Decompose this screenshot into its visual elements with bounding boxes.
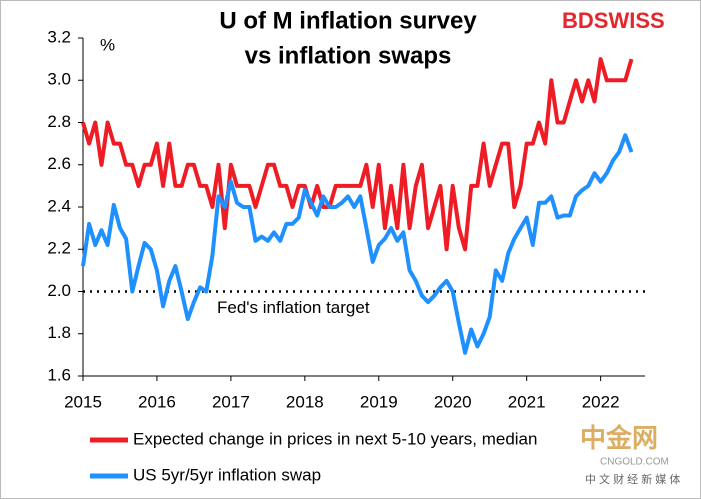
y-tick-label: 2.4: [47, 196, 71, 215]
y-tick-label: 1.6: [47, 365, 71, 384]
x-tick-label: 2016: [138, 392, 176, 411]
watermark: 中 文 财 经 新 媒 体: [585, 472, 680, 486]
y-tick-label: 2.6: [47, 154, 71, 173]
unit-label: %: [100, 35, 115, 54]
series-line: [81, 57, 634, 252]
x-tick-label: 2015: [64, 392, 102, 411]
reference-label: Fed's inflation target: [217, 298, 370, 317]
y-tick-label: 2.0: [47, 281, 71, 300]
x-tick-label: 2021: [508, 392, 546, 411]
x-tick-label: 2020: [434, 392, 472, 411]
chart-title: U of M inflation survey: [219, 7, 477, 34]
y-tick-label: 2.2: [47, 239, 71, 258]
y-tick-label: 3.0: [47, 70, 71, 89]
y-tick-label: 2.8: [47, 112, 71, 131]
x-tick-label: 2022: [582, 392, 620, 411]
legend-label: Expected change in prices in next 5-10 y…: [133, 429, 537, 448]
legend-label: US 5yr/5yr inflation swap: [133, 465, 321, 484]
series-line: [81, 133, 634, 355]
chart-title: vs inflation swaps: [245, 42, 452, 69]
watermark: 中金网: [580, 423, 658, 453]
y-tick-label: 3.2: [47, 27, 71, 46]
x-tick-label: 2017: [212, 392, 250, 411]
logo: BDSWISS: [562, 8, 665, 33]
watermark: CNGOLD.COM: [600, 457, 669, 468]
x-tick-label: 2019: [360, 392, 398, 411]
x-tick-label: 2018: [286, 392, 324, 411]
y-tick-label: 1.8: [47, 323, 71, 342]
